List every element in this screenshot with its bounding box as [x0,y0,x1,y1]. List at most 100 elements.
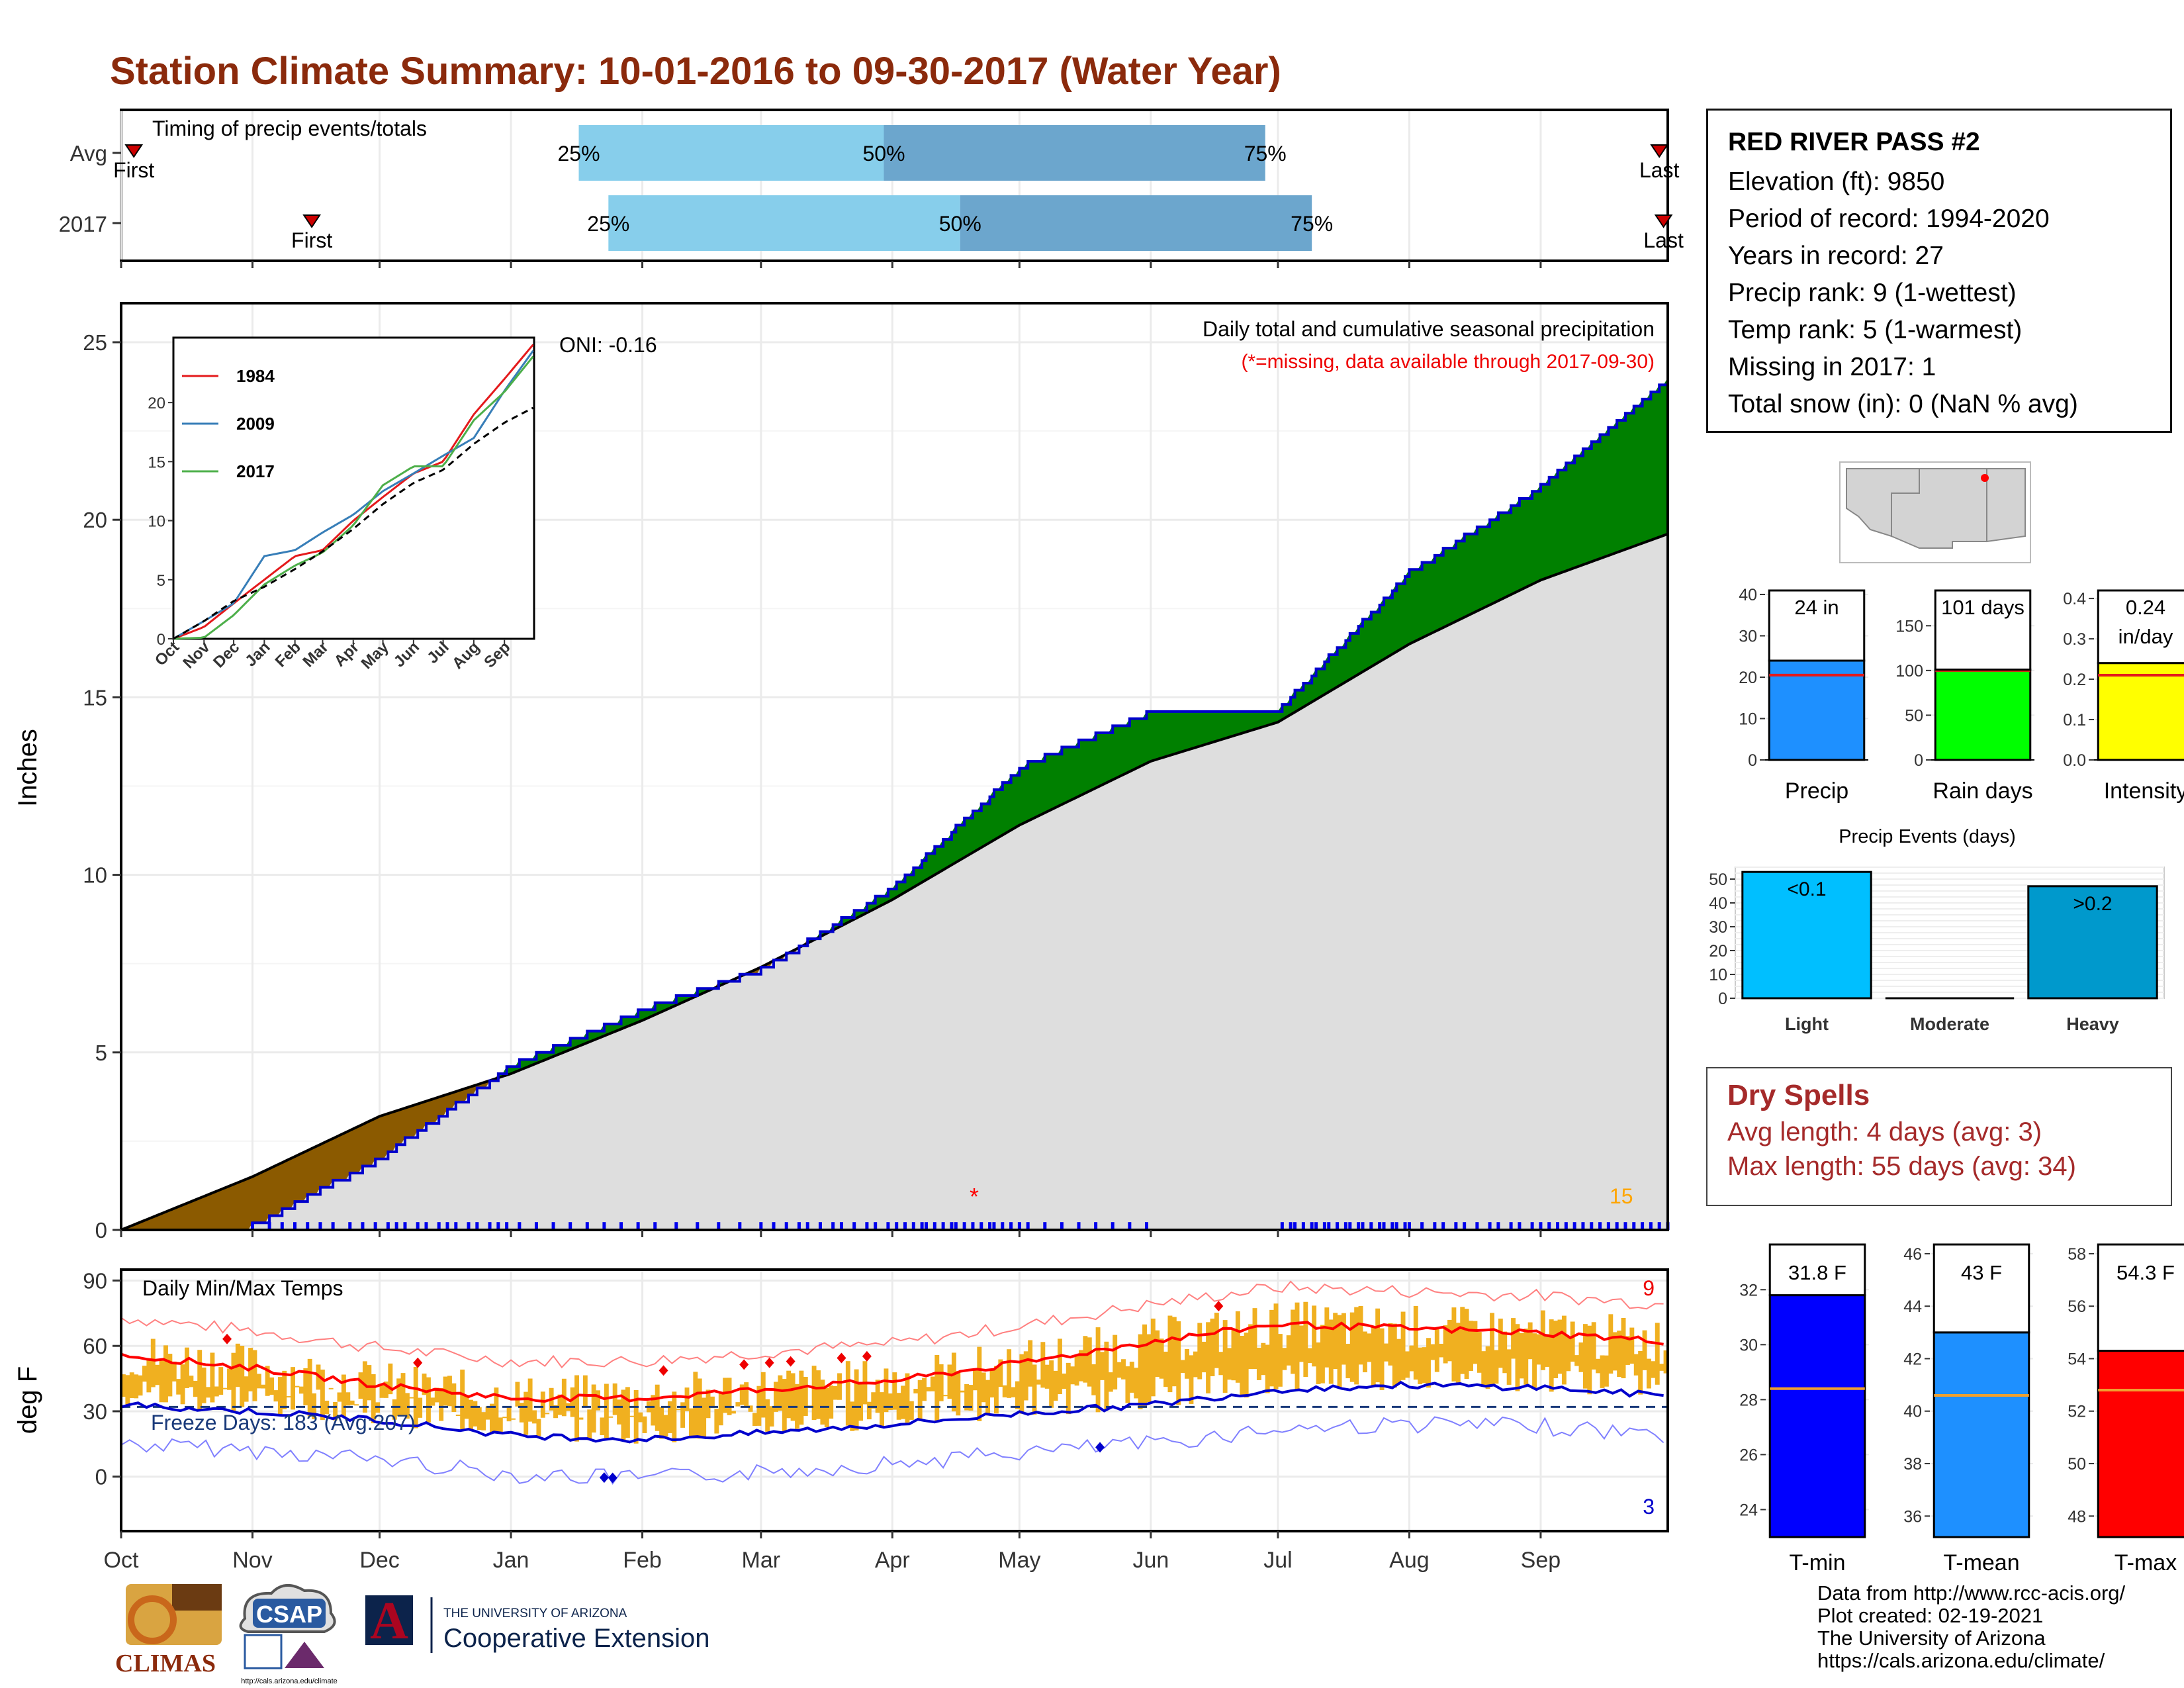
daily-temp-band [1138,1334,1143,1409]
daily-temp-band [608,1416,614,1418]
daily-temp-band [1214,1313,1219,1368]
tempbar-value-box [1933,1243,2030,1334]
precip-title: Daily total and cumulative seasonal prec… [1203,317,1655,341]
daily-precip-bar [1001,1222,1005,1230]
station-precip-rank: Precip rank: 9 (1-wettest) [1728,279,2017,307]
daily-temp-band [672,1391,677,1442]
daily-temp-band [1663,1350,1668,1374]
daily-temp-band [185,1347,189,1388]
climas-logo[interactable]: CLIMAS [115,1584,222,1677]
record-high-marker [413,1357,423,1368]
daily-temp-band [159,1360,164,1403]
daily-temp-band [1180,1360,1185,1373]
daily-precip-bar [1060,1222,1064,1230]
daily-precip-bar [911,1222,915,1230]
summary-bar-charts: 0 10 20 30 40 24 in Precip 0 50 100 150 101 days Rai… [1739,586,2184,804]
timing-50-label: 50% [862,142,905,165]
daily-temp-band [1150,1318,1156,1397]
daily-temp-band [998,1359,1003,1387]
daily-temp-band [617,1399,622,1425]
daily-temp-band [1524,1329,1529,1385]
daily-temp-band [972,1369,978,1391]
daily-temp-band [155,1364,160,1385]
daily-temp-band [1129,1362,1134,1393]
daily-temp-band [1116,1362,1122,1378]
inset-ytick-label: 5 [157,572,165,590]
summary-bar-intensity [2097,662,2184,761]
tempbar-ytick-label: 44 [1903,1297,1922,1316]
inset-line-2009 [173,350,534,640]
daily-temp-band [469,1399,473,1430]
daily-temp-band [1058,1338,1062,1395]
daily-temp-band [1155,1330,1160,1378]
inset-legend-label-2017: 2017 [236,461,275,481]
daily-temp-band [1100,1352,1105,1380]
daily-precip-bar [1403,1222,1407,1230]
daily-temp-band [845,1361,850,1426]
daily-temp-band [1418,1347,1423,1384]
daily-temp-band [731,1411,736,1414]
daily-temp-band [349,1400,355,1405]
daily-temp-band [1036,1380,1041,1385]
daily-temp-band [1295,1302,1300,1390]
record-low-marker [1095,1442,1105,1453]
events-ytick-label: 20 [1709,942,1727,961]
csap-url: http://cals.arizona.edu/climate [241,1677,338,1685]
daily-temp-band [1405,1351,1410,1378]
daily-temp-band [1261,1342,1266,1376]
daily-temp-band [146,1359,152,1393]
timing-bars: 25% 50% 75% First Last 25% 50% 75% First Last [113,125,1684,252]
daily-temp-band [1189,1355,1194,1404]
daily-temp-band [1002,1385,1007,1397]
daily-temp-band [1354,1307,1359,1385]
temp-frame [120,1268,1669,1532]
tempbar-t-min [1768,1294,1866,1538]
daily-precip-bar [797,1222,801,1230]
daily-temp-band [612,1383,617,1415]
daily-temp-band [1430,1344,1435,1360]
daily-temp-band [684,1387,690,1411]
daily-temp-band [625,1387,630,1438]
daily-temp-band [455,1415,461,1417]
daily-temp-band [1337,1315,1342,1388]
daily-precip-bar [1390,1222,1394,1230]
ua-logo[interactable]: A THE UNIVERSITY OF ARIZONA Cooperative … [365,1592,709,1653]
precip-frame [120,302,1669,1231]
daily-temp-band [333,1401,338,1421]
daily-temp-band [866,1401,872,1420]
daily-precip-bar [1009,1222,1013,1230]
csap-wordmark: CSAP [256,1601,322,1628]
daily-temp-band [752,1413,757,1427]
daily-precip-bar [933,1222,936,1230]
station-name: RED RIVER PASS #2 [1728,128,1980,156]
daily-temp-band [1451,1307,1457,1382]
tempbar-ytick-label: 36 [1903,1507,1922,1526]
daily-temp-band [1621,1317,1626,1379]
daily-precip-bar [1564,1222,1568,1230]
daily-temp-band [1485,1346,1490,1389]
daily-precip-bar [971,1222,975,1230]
daily-precip-bar [348,1222,352,1230]
daily-temp-band [269,1377,274,1395]
daily-temp-band [1490,1313,1494,1387]
daily-temp-band [286,1396,291,1398]
daily-temp-band [540,1391,545,1418]
daily-temp-band [1240,1336,1245,1396]
observed-cumulative-line [121,377,1669,1231]
daily-temp-band [1367,1333,1372,1362]
daily-temp-band [1197,1323,1203,1380]
daily-temp-band [1426,1338,1431,1388]
daily-precip-bar [1441,1222,1445,1230]
daily-temp-band [244,1376,249,1402]
daily-temp-band [422,1374,427,1395]
tempbar-label: T-max [2115,1550,2177,1575]
daily-temp-band [1113,1335,1118,1390]
csap-logo[interactable]: CSAP http://cals.arizona.edu/climate [239,1584,338,1685]
tempbar-label: T-min [1790,1550,1846,1575]
daily-temp-band [917,1380,923,1421]
daily-precip-bar [925,1222,929,1230]
daily-temp-band [1409,1345,1414,1372]
daily-temp-band [709,1396,715,1409]
daily-temp-band [820,1380,825,1425]
